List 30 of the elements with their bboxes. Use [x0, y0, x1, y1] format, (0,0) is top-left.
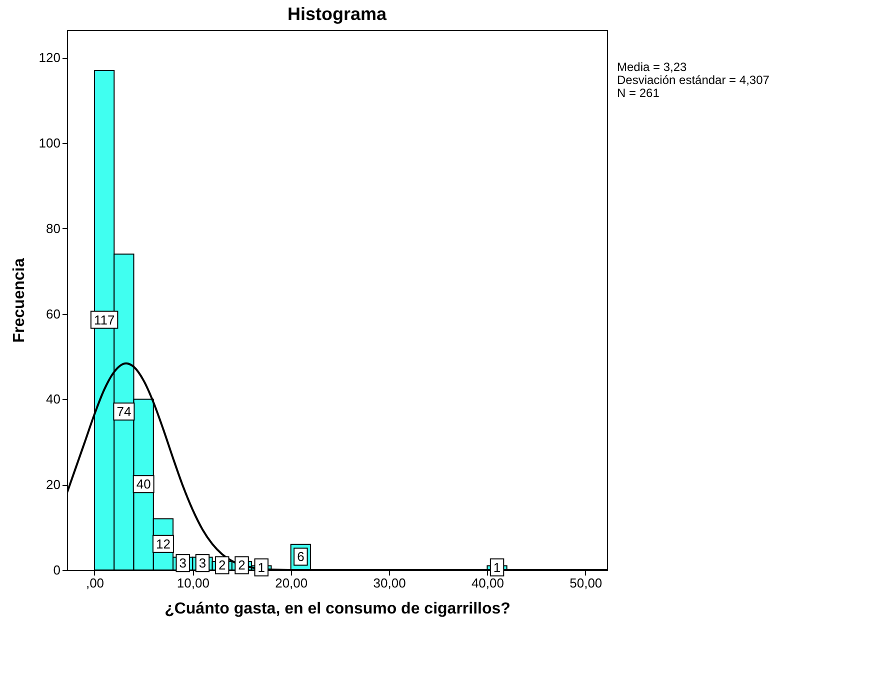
text: Media = 3,23: [617, 60, 688, 74]
data-label: 40: [136, 476, 151, 492]
y-tick-label: 20: [46, 477, 60, 492]
x-tick-label: 10,00: [176, 576, 210, 590]
x-tick-label: 40,00: [471, 576, 504, 590]
data-label: 6: [297, 549, 304, 564]
data-label: 1: [258, 560, 266, 575]
data-label: 3: [179, 556, 186, 571]
x-tick-label: ,00: [86, 576, 104, 590]
data-label: 74: [116, 404, 132, 420]
y-tick-label: 120: [38, 50, 60, 66]
data-label: 12: [156, 536, 170, 552]
text: Desviación estándar = 4,307: [617, 73, 770, 87]
y-tick-label: 80: [46, 221, 60, 236]
text: N = 261: [617, 86, 660, 100]
chart-title: Histograma: [287, 4, 388, 24]
y-tick-label: 0: [53, 562, 60, 578]
y-tick-label: 60: [46, 306, 60, 322]
data-label: 1: [493, 560, 501, 575]
data-label: 3: [198, 556, 206, 571]
data-label: 2: [238, 558, 246, 573]
y-axis-title: Frecuencia: [10, 258, 28, 343]
y-tick-label: 100: [38, 136, 60, 151]
x-tick-label: 20,00: [275, 576, 308, 590]
x-axis-title: ¿Cuánto gasta, en el consumo de cigarrillos?: [164, 600, 510, 618]
x-tick-label: 50,00: [570, 576, 602, 590]
data-label: 117: [94, 312, 115, 328]
data-label: 2: [218, 558, 226, 573]
y-tick-label: 40: [46, 392, 60, 407]
x-tick-label: 30,00: [373, 576, 406, 590]
